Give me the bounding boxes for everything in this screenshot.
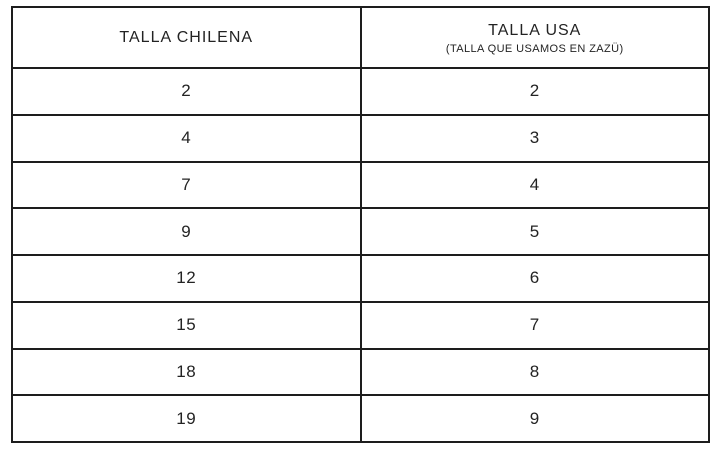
table-cell-chilena: 7 (11, 160, 362, 210)
table-cell-usa: 2 (359, 67, 710, 116)
table-row: 19 9 (11, 394, 710, 443)
table-cell-usa: 4 (359, 160, 710, 210)
table-row: 9 5 (11, 207, 710, 256)
table-cell-chilena: 12 (11, 254, 362, 303)
header-talla-chilena: TALLA CHILENA (11, 6, 362, 69)
header-talla-usa: TALLA USA (TALLA QUE USAMOS EN ZAZÜ) (359, 6, 710, 69)
column-title-usa: TALLA USA (488, 21, 582, 39)
table-row: 18 8 (11, 347, 710, 397)
table-cell-usa: 9 (359, 394, 710, 443)
table-row: 15 7 (11, 300, 710, 350)
table-cell-usa: 8 (359, 347, 710, 397)
column-subtitle-usa: (TALLA QUE USAMOS EN ZAZÜ) (445, 42, 624, 55)
table-cell-chilena: 9 (11, 207, 362, 256)
column-title-chilena: TALLA CHILENA (119, 28, 254, 46)
table-row: 7 4 (11, 160, 710, 210)
table-cell-chilena: 4 (11, 113, 362, 163)
table-cell-chilena: 18 (11, 347, 362, 397)
table-row: 2 2 (11, 67, 710, 116)
table-cell-usa: 6 (359, 254, 710, 303)
size-conversion-table: TALLA CHILENA TALLA USA (TALLA QUE USAMO… (11, 6, 710, 443)
table-cell-usa: 5 (359, 207, 710, 256)
table-cell-chilena: 19 (11, 394, 362, 443)
table-cell-usa: 3 (359, 113, 710, 163)
table-cell-usa: 7 (359, 300, 710, 350)
table-row: 4 3 (11, 113, 710, 163)
header-row: TALLA CHILENA TALLA USA (TALLA QUE USAMO… (11, 6, 710, 69)
table-row: 12 6 (11, 254, 710, 303)
table-cell-chilena: 2 (11, 67, 362, 116)
table-cell-chilena: 15 (11, 300, 362, 350)
